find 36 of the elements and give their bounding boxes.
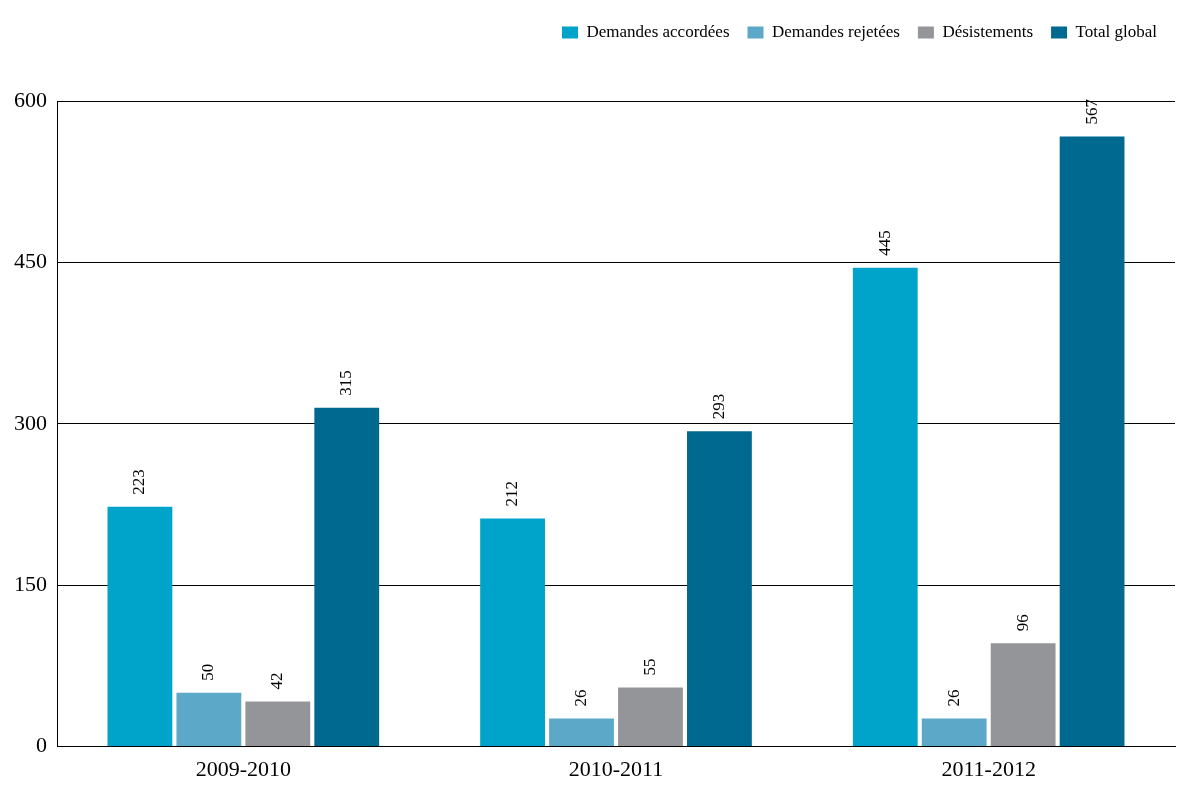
data-label: 212 [502, 480, 522, 507]
bar [852, 267, 918, 747]
data-label: 26 [943, 689, 963, 707]
data-label: 96 [1012, 614, 1032, 632]
y-tick-label: 150 [14, 570, 47, 596]
bar [1059, 136, 1125, 747]
x-tick-label: 2011-2012 [941, 755, 1036, 781]
legend-label: Désistements [942, 21, 1034, 41]
legend-label: Demandes accordées [586, 21, 730, 41]
y-tick-label: 450 [14, 248, 47, 274]
legend-label: Total global [1075, 21, 1158, 41]
bar [618, 687, 683, 747]
y-tick-label: 0 [36, 732, 47, 758]
bar [549, 718, 614, 747]
x-tick-label: 2010-2011 [568, 755, 664, 781]
data-label: 50 [198, 663, 218, 681]
legend-label: Demandes rejetées [772, 21, 900, 41]
bar [314, 407, 380, 747]
bar [990, 643, 1056, 747]
bar [107, 506, 173, 747]
data-label: 567 [1081, 98, 1101, 125]
bar [921, 718, 987, 747]
bar [687, 431, 752, 747]
y-tick-label: 600 [14, 86, 47, 112]
data-label: 293 [708, 393, 728, 420]
data-label: 445 [874, 230, 894, 256]
data-label: 315 [336, 370, 356, 396]
data-label: 42 [267, 672, 287, 690]
y-tick-label: 300 [14, 409, 47, 435]
bar [245, 701, 311, 747]
bar [480, 518, 545, 747]
data-label: 223 [129, 469, 149, 495]
data-label: 55 [639, 658, 659, 676]
x-tick-label: 2009-2010 [195, 755, 291, 781]
data-label: 26 [571, 689, 590, 707]
bar [176, 692, 242, 747]
